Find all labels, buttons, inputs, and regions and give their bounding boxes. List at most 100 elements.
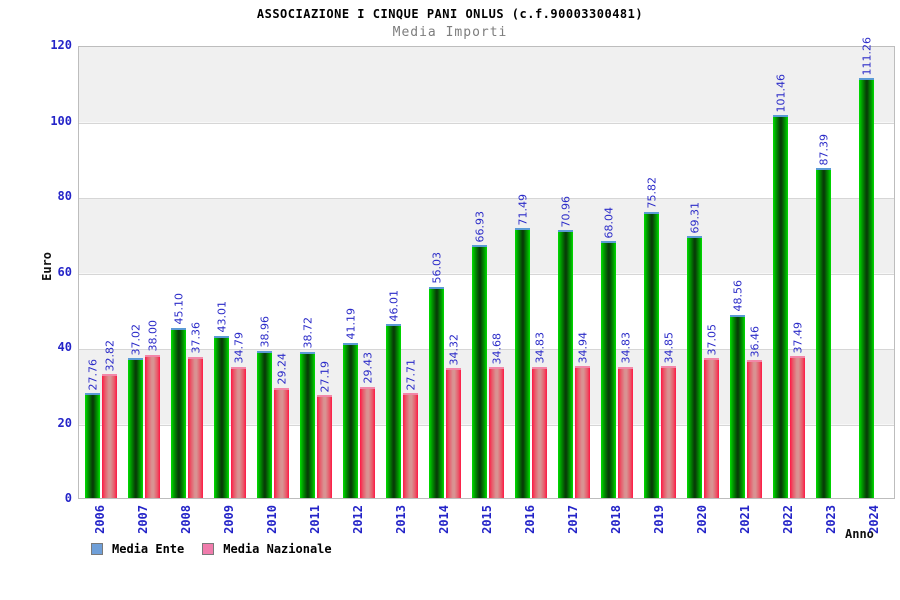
bar-media-nazionale xyxy=(231,366,246,498)
bar-media-nazionale xyxy=(704,358,719,498)
legend-swatch-media-ente xyxy=(91,543,103,555)
bar-media-ente xyxy=(257,350,272,498)
chart-title: ASSOCIAZIONE I CINQUE PANI ONLUS (c.f.90… xyxy=(256,7,644,21)
bar-value-label: 27.19 xyxy=(318,360,331,393)
x-tick-label-2008: 2008 xyxy=(178,505,193,534)
bar-value-label: 87.39 xyxy=(817,133,830,166)
x-tick-label-2013: 2013 xyxy=(393,505,408,534)
bar-value-label: 45.10 xyxy=(172,293,185,325)
x-tick-label-2006: 2006 xyxy=(92,505,107,534)
bar-value-label: 34.79 xyxy=(232,332,245,364)
x-tick-label-2020: 2020 xyxy=(694,505,709,534)
bar-media-ente xyxy=(730,314,745,498)
bar-media-nazionale xyxy=(274,387,289,498)
bar-value-label: 41.19 xyxy=(344,308,357,340)
bar-media-ente xyxy=(558,230,573,498)
legend-label-media-nazionale: Media Nazionale xyxy=(223,542,332,556)
bar-value-label: 34.85 xyxy=(662,331,675,364)
bar-value-label: 37.02 xyxy=(129,323,142,356)
bar-media-ente xyxy=(644,211,659,498)
chart-subtitle: Media Importi xyxy=(392,25,508,40)
y-tick-label-80: 80 xyxy=(57,189,72,203)
bar-value-label: 29.43 xyxy=(361,352,374,384)
y-tick-label-60: 60 xyxy=(57,264,72,279)
bar-media-nazionale xyxy=(532,366,547,498)
bar-media-ente xyxy=(300,351,315,498)
bar-value-label: 27.71 xyxy=(404,358,417,391)
bar-media-nazionale xyxy=(489,367,504,498)
bar-media-nazionale xyxy=(102,374,117,498)
y-tick-label-0: 0 xyxy=(64,491,72,505)
bar-media-nazionale xyxy=(145,354,160,498)
bar-value-label: 48.56 xyxy=(731,280,744,312)
bar-media-ente xyxy=(687,236,702,498)
bar-value-label: 68.04 xyxy=(602,206,615,239)
bar-media-nazionale xyxy=(188,356,203,498)
bar-media-nazionale xyxy=(661,366,676,498)
gridline-80 xyxy=(79,198,894,199)
bar-value-label: 27.76 xyxy=(86,358,99,391)
bar-media-ente xyxy=(859,78,874,498)
bar-value-label: 66.93 xyxy=(473,210,486,243)
x-tick-label-2023: 2023 xyxy=(823,505,838,534)
bar-media-nazionale xyxy=(790,356,805,498)
x-tick-label-2012: 2012 xyxy=(350,505,365,534)
bar-media-nazionale xyxy=(747,360,762,498)
y-tick-label-120: 120 xyxy=(50,38,72,52)
x-tick-label-2011: 2011 xyxy=(307,505,322,534)
bar-media-nazionale xyxy=(403,393,418,498)
bar-value-label: 34.68 xyxy=(490,332,503,365)
x-tick-label-2021: 2021 xyxy=(737,505,752,534)
bar-value-label: 34.94 xyxy=(576,331,589,364)
bar-media-ente xyxy=(601,241,616,498)
bar-value-label: 111.26 xyxy=(860,36,873,76)
x-axis-title: Anno xyxy=(845,527,874,541)
bar-media-nazionale xyxy=(446,368,461,498)
bar-value-label: 38.72 xyxy=(301,317,314,349)
x-tick-label-2017: 2017 xyxy=(565,505,580,534)
bar-media-ente xyxy=(343,342,358,498)
bar-media-nazionale xyxy=(317,395,332,498)
bar-media-ente xyxy=(171,327,186,498)
legend-label-media-ente: Media Ente xyxy=(112,542,185,556)
x-tick-label-2015: 2015 xyxy=(479,505,494,534)
bar-media-ente xyxy=(128,358,143,498)
bar-value-label: 37.05 xyxy=(705,323,718,356)
legend-swatch-media-nazionale xyxy=(202,543,215,555)
bar-media-ente xyxy=(85,393,100,498)
bar-value-label: 69.31 xyxy=(688,201,701,234)
bar-value-label: 34.83 xyxy=(619,332,632,364)
x-tick-label-2014: 2014 xyxy=(436,505,451,534)
bar-media-ente xyxy=(472,245,487,498)
bar-value-label: 32.82 xyxy=(103,339,116,372)
bar-media-ente xyxy=(816,168,831,498)
legend-item-media-nazionale: Media Nazionale xyxy=(202,542,332,556)
x-tick-label-2024: 2024 xyxy=(866,505,881,534)
bar-media-nazionale xyxy=(618,366,633,498)
y-tick-label-20: 20 xyxy=(57,415,72,430)
x-tick-label-2007: 2007 xyxy=(135,505,150,534)
bar-media-ente xyxy=(515,228,530,498)
bar-value-label: 34.83 xyxy=(533,332,546,364)
x-tick-label-2010: 2010 xyxy=(264,505,279,534)
bar-media-ente xyxy=(214,335,229,498)
x-tick-label-2016: 2016 xyxy=(522,505,537,534)
x-tick-label-2009: 2009 xyxy=(221,505,236,534)
x-tick-label-2018: 2018 xyxy=(608,505,623,534)
bar-value-label: 101.46 xyxy=(774,73,787,113)
bar-media-nazionale xyxy=(575,366,590,498)
bar-value-label: 29.24 xyxy=(275,353,288,385)
bar-value-label: 37.49 xyxy=(791,321,804,354)
bar-value-label: 38.00 xyxy=(146,320,159,352)
bar-value-label: 70.96 xyxy=(559,195,572,228)
bar-value-label: 36.46 xyxy=(748,325,761,358)
bar-media-ente xyxy=(386,324,401,498)
bar-value-label: 46.01 xyxy=(387,289,400,322)
x-tick-label-2019: 2019 xyxy=(651,505,666,534)
y-tick-label-100: 100 xyxy=(50,113,72,128)
bar-media-nazionale xyxy=(360,386,375,498)
plot-area: 27.76 32.82 37.02 38.00 45.10 37.36 43.01 34.79… xyxy=(78,37,895,499)
bar-value-label: 75.82 xyxy=(645,177,658,209)
bar-value-label: 38.96 xyxy=(258,316,271,348)
